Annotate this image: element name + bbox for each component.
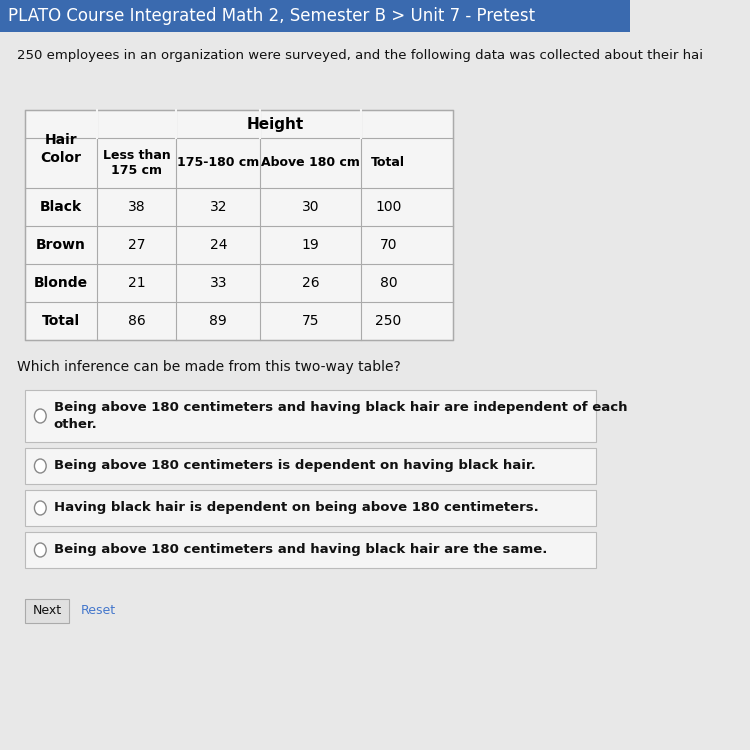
Text: Total: Total — [371, 157, 405, 170]
Circle shape — [34, 543, 46, 557]
Text: Hair
Color: Hair Color — [40, 134, 82, 165]
Circle shape — [34, 459, 46, 473]
Circle shape — [34, 501, 46, 515]
Text: 26: 26 — [302, 276, 320, 290]
Text: 19: 19 — [302, 238, 320, 252]
Text: Being above 180 centimeters is dependent on having black hair.: Being above 180 centimeters is dependent… — [54, 460, 536, 472]
Text: 30: 30 — [302, 200, 320, 214]
Text: Height: Height — [246, 116, 304, 131]
Bar — [26, 490, 596, 526]
Text: Having black hair is dependent on being above 180 centimeters.: Having black hair is dependent on being … — [54, 502, 538, 515]
Text: 75: 75 — [302, 314, 320, 328]
Text: Reset: Reset — [80, 604, 116, 617]
Text: PLATO Course Integrated Math 2, Semester B > Unit 7 - Pretest: PLATO Course Integrated Math 2, Semester… — [8, 7, 536, 25]
Bar — [0, 0, 630, 32]
Circle shape — [34, 409, 46, 423]
Text: Being above 180 centimeters and having black hair are the same.: Being above 180 centimeters and having b… — [54, 544, 547, 556]
Text: 80: 80 — [380, 276, 398, 290]
Text: 24: 24 — [209, 238, 227, 252]
Text: Black: Black — [40, 200, 82, 214]
Text: 250: 250 — [375, 314, 401, 328]
Bar — [26, 110, 454, 340]
Text: 27: 27 — [128, 238, 146, 252]
Text: 33: 33 — [209, 276, 227, 290]
Text: 100: 100 — [375, 200, 401, 214]
Text: Total: Total — [42, 314, 80, 328]
Text: Being above 180 centimeters and having black hair are independent of each
other.: Being above 180 centimeters and having b… — [54, 401, 627, 430]
Text: 250 employees in an organization were surveyed, and the following data was colle: 250 employees in an organization were su… — [16, 49, 703, 62]
Bar — [26, 390, 596, 442]
Text: Less than
175 cm: Less than 175 cm — [103, 149, 170, 177]
Text: Next: Next — [32, 604, 62, 617]
Text: 38: 38 — [128, 200, 146, 214]
Text: Which inference can be made from this two-way table?: Which inference can be made from this tw… — [16, 360, 400, 374]
Bar — [26, 532, 596, 568]
Bar — [26, 448, 596, 484]
Text: Brown: Brown — [36, 238, 86, 252]
Text: Above 180 cm: Above 180 cm — [261, 157, 360, 170]
Text: 89: 89 — [209, 314, 227, 328]
Bar — [26, 599, 69, 623]
Text: 175-180 cm: 175-180 cm — [177, 157, 260, 170]
Text: 70: 70 — [380, 238, 397, 252]
Text: 21: 21 — [128, 276, 146, 290]
Text: Blonde: Blonde — [34, 276, 88, 290]
Text: 86: 86 — [128, 314, 146, 328]
Text: 32: 32 — [209, 200, 227, 214]
